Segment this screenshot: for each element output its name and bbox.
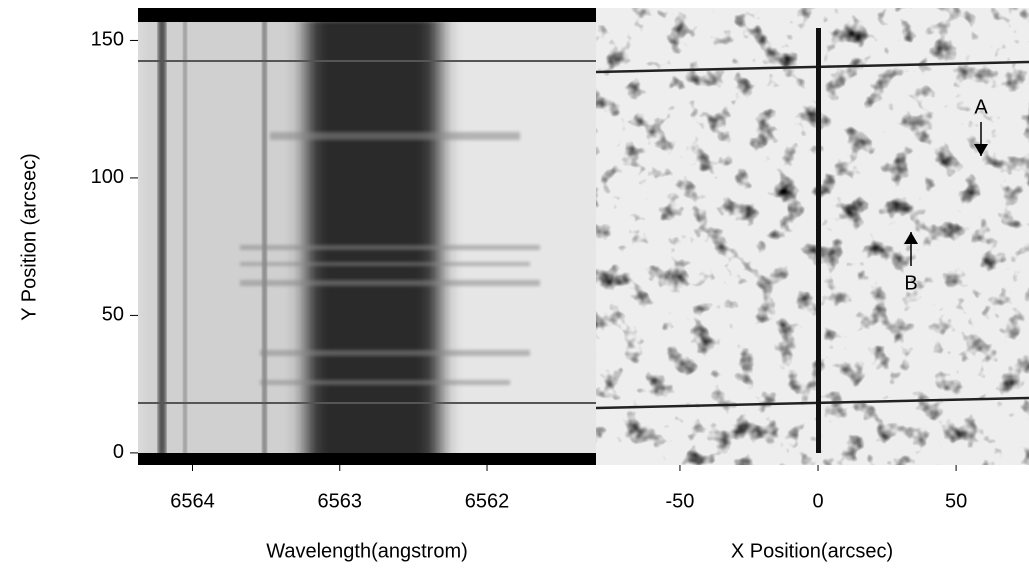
slit-jaw-image <box>596 8 1029 465</box>
annotation: A <box>974 96 988 118</box>
y-tick-label: 50 <box>102 304 124 326</box>
x-axis-label: Wavelength(angstrom) <box>266 540 468 562</box>
y-tick-label: 150 <box>91 29 124 51</box>
y-axis-label: Y Position (arcsec) <box>18 153 40 320</box>
x-tick-label: 6563 <box>318 490 363 512</box>
y-tick-label: 100 <box>91 166 124 188</box>
x-tick-label: 6562 <box>465 490 510 512</box>
annotation-arrowhead <box>904 232 918 244</box>
x-axis-label: X Position(arcsec) <box>731 540 893 562</box>
x-tick-label: 0 <box>812 490 823 512</box>
x-tick-label: 6564 <box>170 490 215 512</box>
annotation-arrowhead <box>974 144 988 156</box>
annotation: B <box>904 272 917 294</box>
x-tick-label: 50 <box>945 490 967 512</box>
x-tick-label: -50 <box>665 490 694 512</box>
spectrum-image <box>138 8 596 465</box>
y-tick-label: 0 <box>113 441 124 463</box>
